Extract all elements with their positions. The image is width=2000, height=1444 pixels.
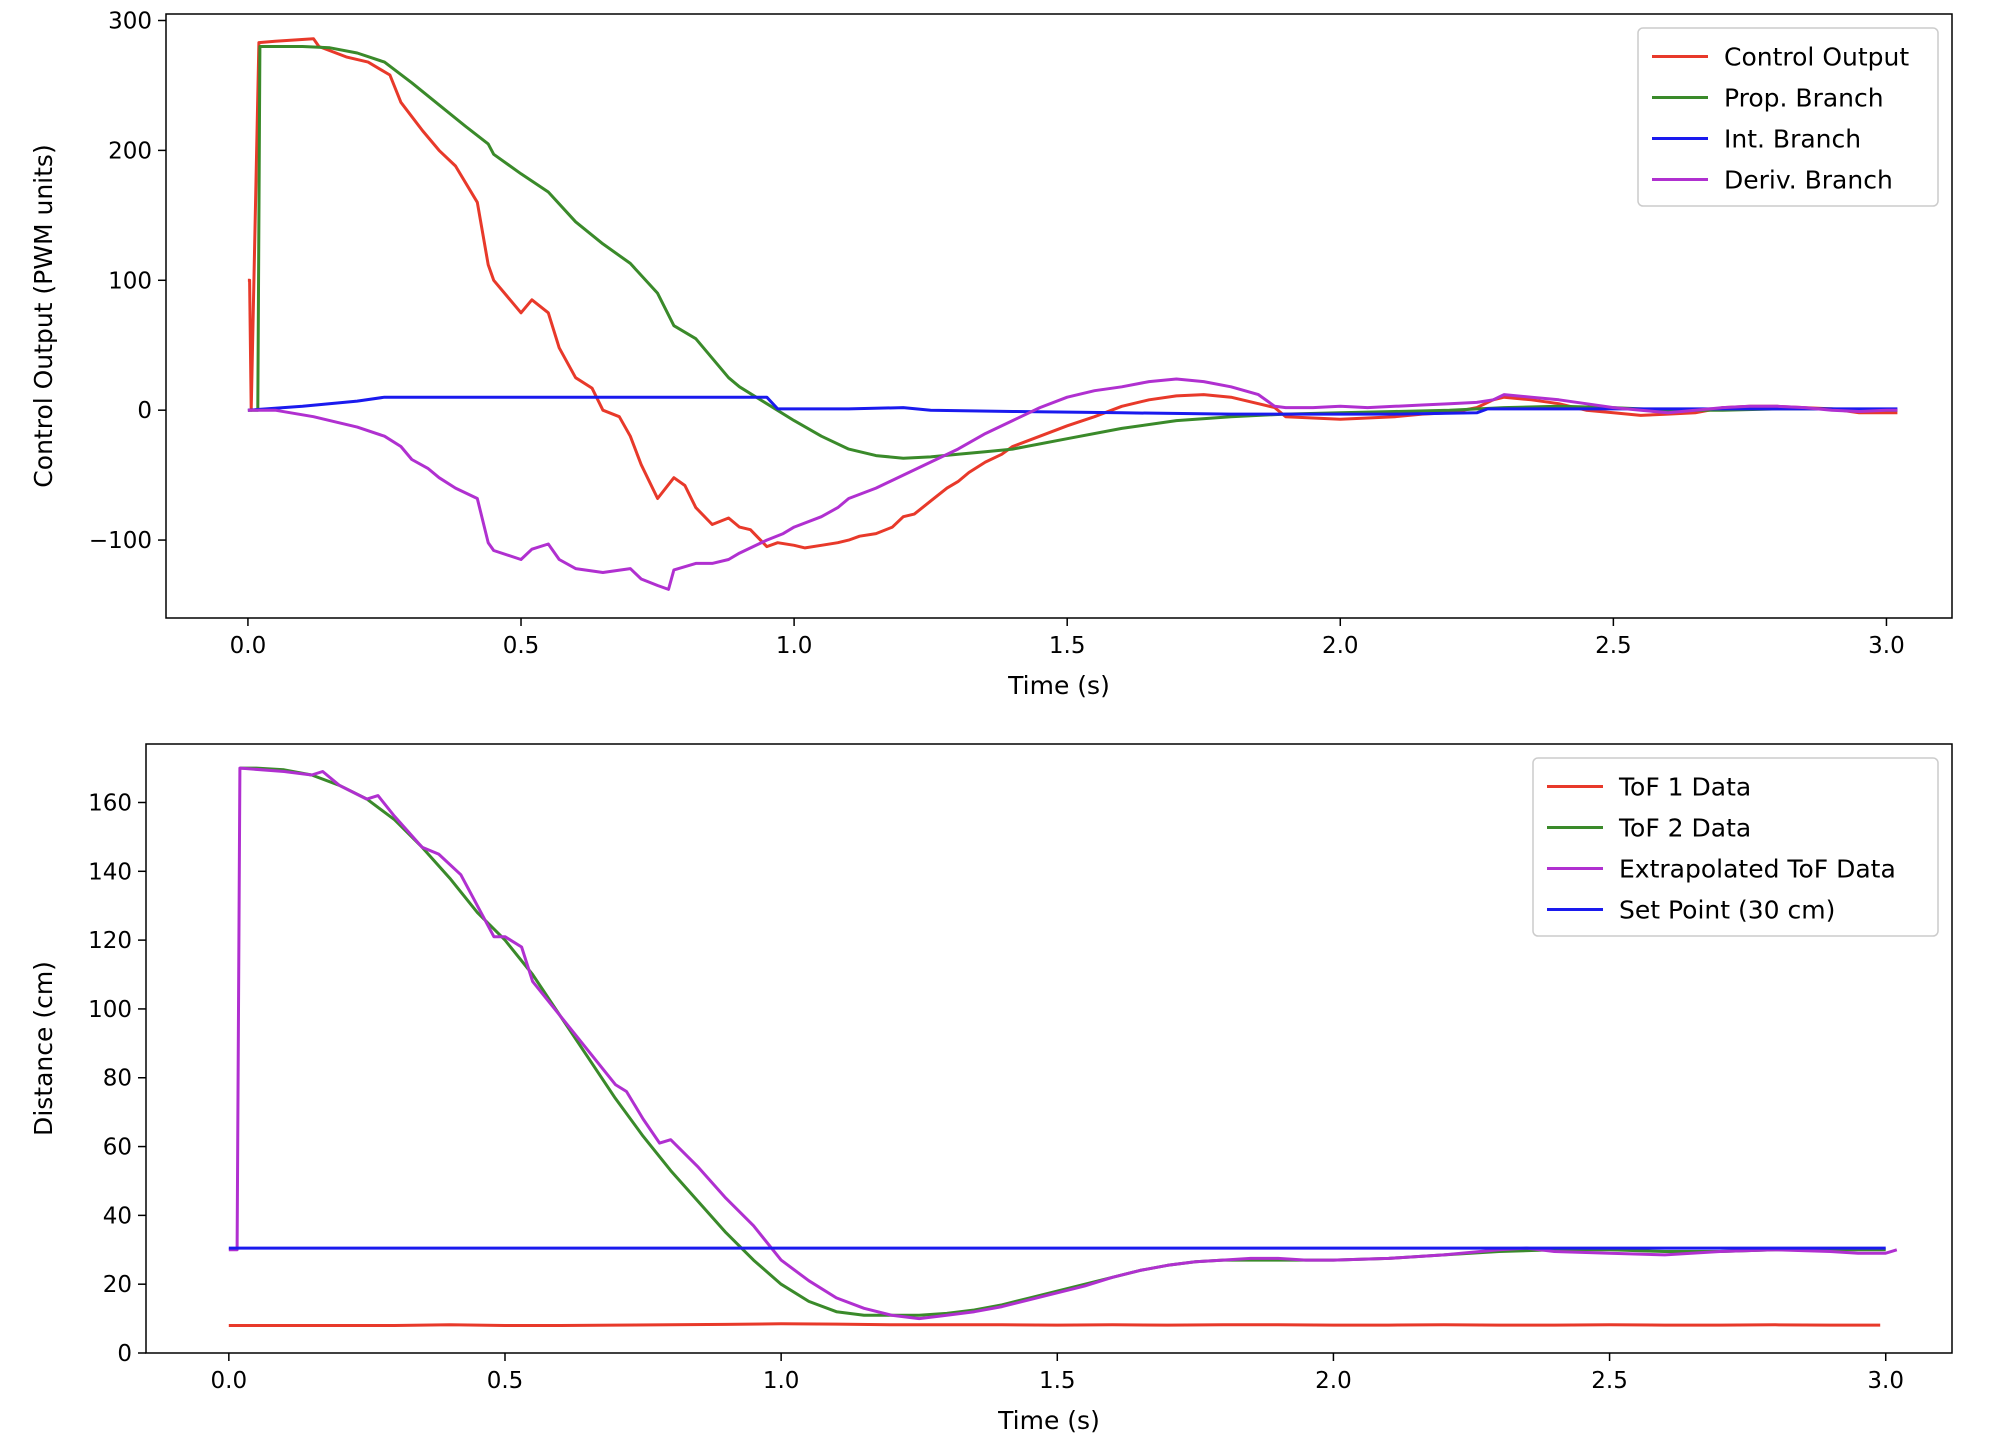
y-tick-label: 160 <box>88 790 132 816</box>
x-tick-label: 0.0 <box>211 1368 248 1394</box>
legend-entry: Deriv. Branch <box>1724 166 1893 195</box>
x-tick-label: 3.0 <box>1868 633 1905 659</box>
legend-box <box>1637 27 1939 207</box>
legend-entry: Int. Branch <box>1724 125 1861 154</box>
legend-entry: ToF 2 Data <box>1618 814 1751 843</box>
y-tick-label: 300 <box>108 8 152 34</box>
x-tick-label: 0.0 <box>230 633 267 659</box>
series-line-control-output <box>247 37 1898 550</box>
y-axis-label: Distance (cm) <box>29 961 58 1136</box>
x-tick-label: 1.5 <box>1039 1368 1076 1394</box>
y-tick-label: 40 <box>103 1203 132 1229</box>
control-output-chart: 0.0 0.5 1.0 1.5 2.0 2.5 3.0 −100 0 100 200 300 Time … <box>29 8 1953 700</box>
legend-entry: Extrapolated ToF Data <box>1619 855 1896 884</box>
x-axis-label: Time (s) <box>1007 671 1110 700</box>
series-line-deriv-branch <box>247 377 1898 591</box>
y-tick-label: 60 <box>103 1135 132 1161</box>
y-tick-label: 120 <box>88 928 132 954</box>
y-tick-label: −100 <box>89 528 152 554</box>
x-tick-label: 0.5 <box>487 1368 524 1394</box>
series-line-int-branch <box>247 395 1898 416</box>
legend-entry: Control Output <box>1724 43 1909 72</box>
y-tick-label: 100 <box>108 268 152 294</box>
x-tick-label: 1.5 <box>1049 633 1086 659</box>
series-line-extrapolated-tof-data <box>228 766 1898 1321</box>
distance-chart: 0.0 0.5 1.0 1.5 2.0 2.5 3.0 0 20 40 60 80 100 120 140 1… <box>29 743 1953 1435</box>
legend-entry: ToF 1 Data <box>1618 773 1751 802</box>
x-tick-label: 1.0 <box>763 1368 800 1394</box>
series-lines <box>228 766 1898 1327</box>
y-tick-label: 0 <box>137 398 152 424</box>
x-tick-label: 1.0 <box>776 633 813 659</box>
y-tick-label: 200 <box>108 138 152 164</box>
x-tick-label: 2.5 <box>1595 633 1632 659</box>
x-tick-label: 0.5 <box>503 633 540 659</box>
series-lines <box>247 37 1898 591</box>
y-tick-label: 100 <box>88 997 132 1023</box>
legend-box <box>1532 757 1939 937</box>
legend: ToF 1 Data ToF 2 Data Extrapolated ToF Dat… <box>1532 757 1939 937</box>
y-axis-label: Control Output (PWM units) <box>29 144 58 487</box>
legend-entry: Prop. Branch <box>1724 84 1884 113</box>
legend-entry: Set Point (30 cm) <box>1619 896 1835 925</box>
x-tick-label: 2.0 <box>1322 633 1359 659</box>
x-tick-label: 2.5 <box>1591 1368 1628 1394</box>
plot-frame <box>145 743 1953 1354</box>
legend: Control Output Prop. Branch Int. Branch Der… <box>1637 27 1939 207</box>
y-tick-label: 0 <box>117 1341 132 1367</box>
y-tick-label: 80 <box>103 1066 132 1092</box>
plot-frame <box>165 13 1953 619</box>
x-tick-label: 3.0 <box>1867 1368 1904 1394</box>
y-tick-label: 20 <box>103 1272 132 1298</box>
x-tick-label: 2.0 <box>1315 1368 1352 1394</box>
x-axis-label: Time (s) <box>997 1406 1100 1435</box>
y-tick-label: 140 <box>88 859 132 885</box>
series-line-tof-1-data <box>228 1322 1881 1327</box>
